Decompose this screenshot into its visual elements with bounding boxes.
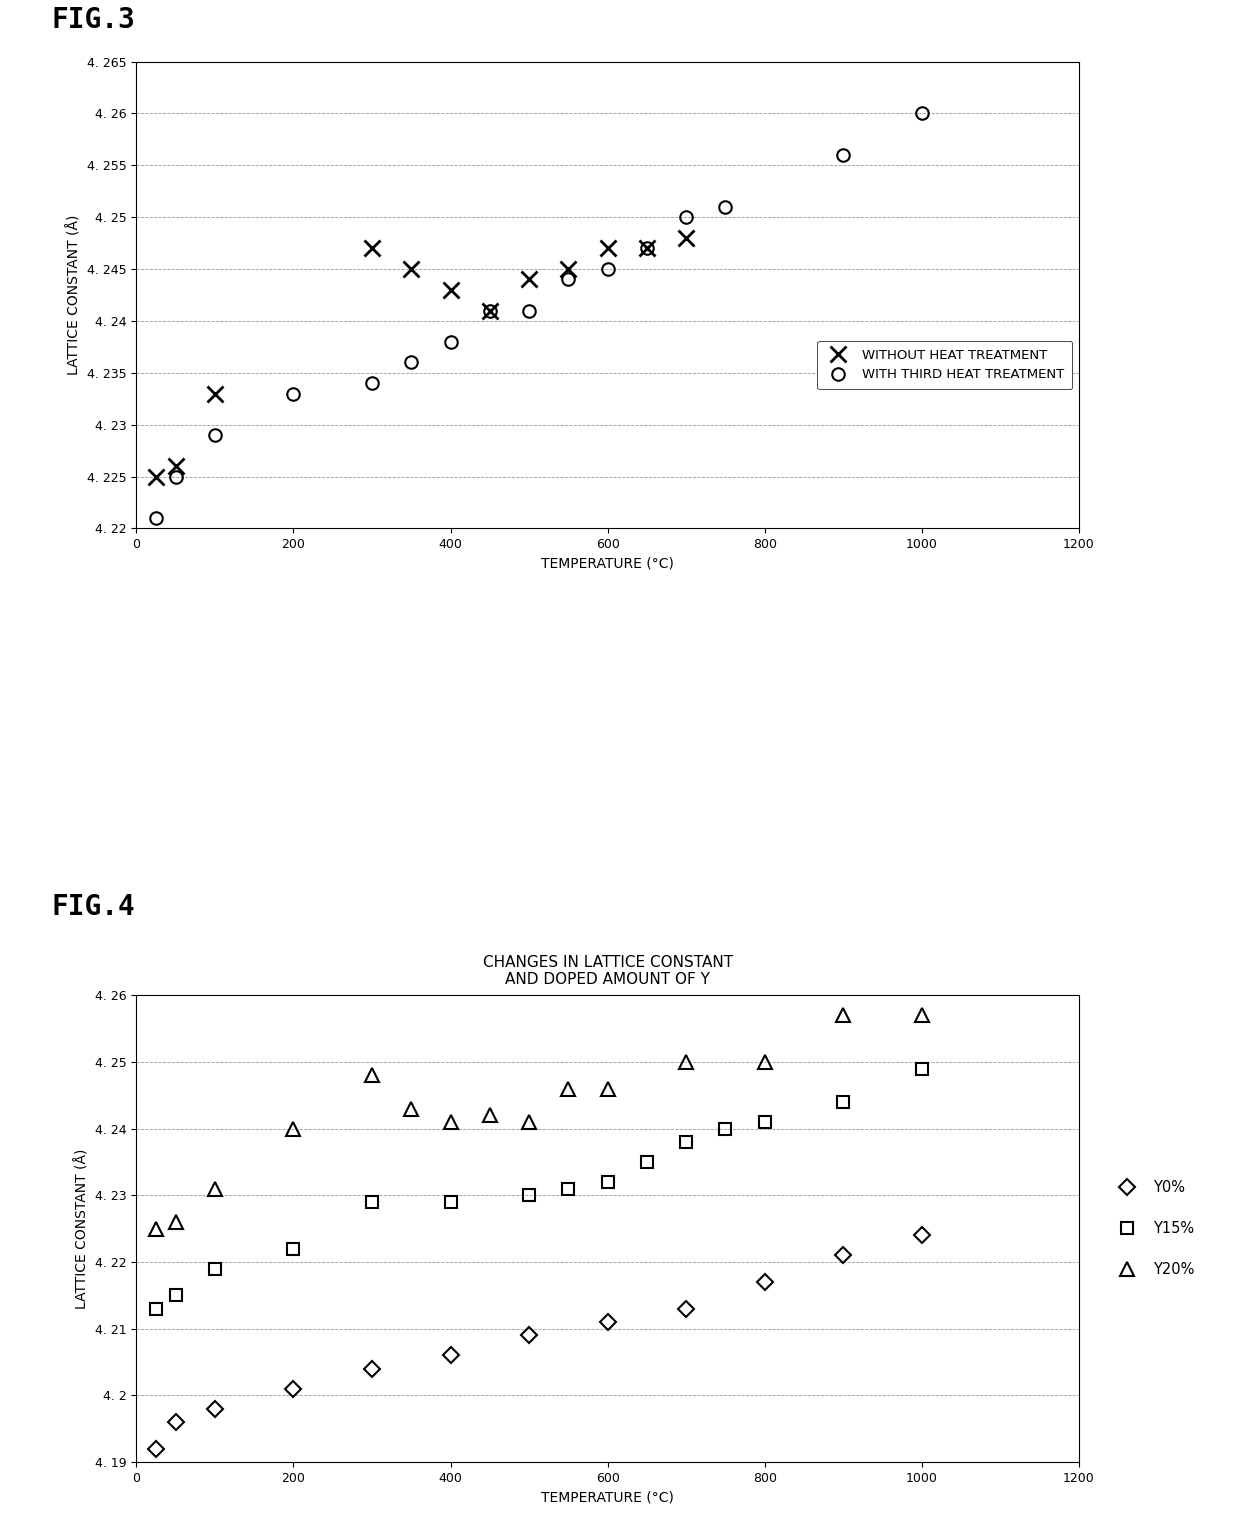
WITH THIRD HEAT TREATMENT [365, 374, 379, 392]
Line: Y15%: Y15% [150, 1062, 928, 1314]
Y20% [365, 1067, 379, 1085]
Legend: Y0%, Y15%, Y20%: Y0%, Y15%, Y20% [1105, 1173, 1202, 1285]
Y0% [678, 1299, 693, 1317]
Y0% [600, 1313, 615, 1331]
Y15% [640, 1153, 655, 1171]
Y0% [758, 1273, 773, 1291]
Y15% [718, 1119, 733, 1137]
Y20% [678, 1053, 693, 1071]
X-axis label: TEMPERATURE (°C): TEMPERATURE (°C) [541, 557, 675, 571]
Y20% [836, 1007, 851, 1025]
Y20% [404, 1099, 419, 1117]
Y15% [522, 1187, 537, 1205]
WITH THIRD HEAT TREATMENT [718, 197, 733, 215]
WITH THIRD HEAT TREATMENT [207, 426, 222, 445]
WITH THIRD HEAT TREATMENT [443, 332, 458, 351]
WITHOUT HEAT TREATMENT [207, 385, 222, 403]
Legend: WITHOUT HEAT TREATMENT, WITH THIRD HEAT TREATMENT: WITHOUT HEAT TREATMENT, WITH THIRD HEAT … [817, 340, 1073, 389]
WITHOUT HEAT TREATMENT [169, 457, 184, 476]
Y15% [758, 1113, 773, 1131]
Title: CHANGES IN LATTICE CONSTANT
AND DOPED AMOUNT OF Y: CHANGES IN LATTICE CONSTANT AND DOPED AM… [482, 954, 733, 986]
Y20% [169, 1213, 184, 1231]
Y20% [149, 1219, 164, 1237]
Y20% [522, 1113, 537, 1131]
WITH THIRD HEAT TREATMENT [640, 239, 655, 257]
WITH THIRD HEAT TREATMENT [522, 302, 537, 320]
Y15% [443, 1193, 458, 1211]
WITHOUT HEAT TREATMENT [522, 271, 537, 289]
Y15% [678, 1133, 693, 1151]
WITH THIRD HEAT TREATMENT [149, 509, 164, 528]
Y20% [560, 1079, 575, 1097]
WITH THIRD HEAT TREATMENT [404, 352, 419, 371]
WITHOUT HEAT TREATMENT [600, 239, 615, 257]
WITH THIRD HEAT TREATMENT [914, 105, 929, 123]
Y20% [286, 1119, 301, 1137]
WITHOUT HEAT TREATMENT [678, 229, 693, 248]
X-axis label: TEMPERATURE (°C): TEMPERATURE (°C) [541, 1490, 675, 1504]
Y20% [482, 1107, 497, 1125]
Y0% [207, 1399, 222, 1417]
WITH THIRD HEAT TREATMENT [482, 302, 497, 320]
WITHOUT HEAT TREATMENT [404, 260, 419, 279]
Y20% [914, 1007, 929, 1025]
Y20% [443, 1113, 458, 1131]
Text: FIG.3: FIG.3 [52, 6, 135, 34]
Y0% [836, 1247, 851, 1265]
Y0% [914, 1227, 929, 1245]
Y0% [169, 1413, 184, 1431]
Line: Y0%: Y0% [150, 1230, 928, 1454]
WITH THIRD HEAT TREATMENT [560, 271, 575, 289]
Line: WITHOUT HEAT TREATMENT: WITHOUT HEAT TREATMENT [149, 231, 693, 485]
WITH THIRD HEAT TREATMENT [678, 208, 693, 226]
Y-axis label: LATTICE CONSTANT (Å): LATTICE CONSTANT (Å) [74, 1148, 89, 1308]
Y0% [522, 1327, 537, 1345]
Y15% [149, 1299, 164, 1317]
Y15% [836, 1093, 851, 1111]
Y-axis label: LATTICE CONSTANT (Å): LATTICE CONSTANT (Å) [67, 215, 82, 376]
WITHOUT HEAT TREATMENT [482, 302, 497, 320]
Y0% [365, 1359, 379, 1377]
WITHOUT HEAT TREATMENT [443, 280, 458, 299]
WITH THIRD HEAT TREATMENT [600, 260, 615, 279]
WITH THIRD HEAT TREATMENT [286, 385, 301, 403]
Y15% [600, 1173, 615, 1191]
Y20% [207, 1179, 222, 1197]
WITHOUT HEAT TREATMENT [365, 239, 379, 257]
Y0% [286, 1379, 301, 1397]
Y15% [560, 1179, 575, 1197]
Y15% [914, 1059, 929, 1077]
Y20% [758, 1053, 773, 1071]
WITH THIRD HEAT TREATMENT [169, 468, 184, 486]
Y0% [443, 1347, 458, 1365]
Y20% [600, 1079, 615, 1097]
WITHOUT HEAT TREATMENT [560, 260, 575, 279]
Line: WITH THIRD HEAT TREATMENT: WITH THIRD HEAT TREATMENT [150, 108, 928, 525]
Y15% [169, 1287, 184, 1305]
WITHOUT HEAT TREATMENT [149, 468, 164, 486]
WITHOUT HEAT TREATMENT [640, 239, 655, 257]
Text: FIG.4: FIG.4 [52, 893, 135, 920]
Y0% [149, 1439, 164, 1457]
Y15% [286, 1239, 301, 1257]
WITH THIRD HEAT TREATMENT [836, 146, 851, 165]
Y15% [207, 1259, 222, 1277]
Line: Y20%: Y20% [149, 1008, 929, 1236]
Y15% [365, 1193, 379, 1211]
